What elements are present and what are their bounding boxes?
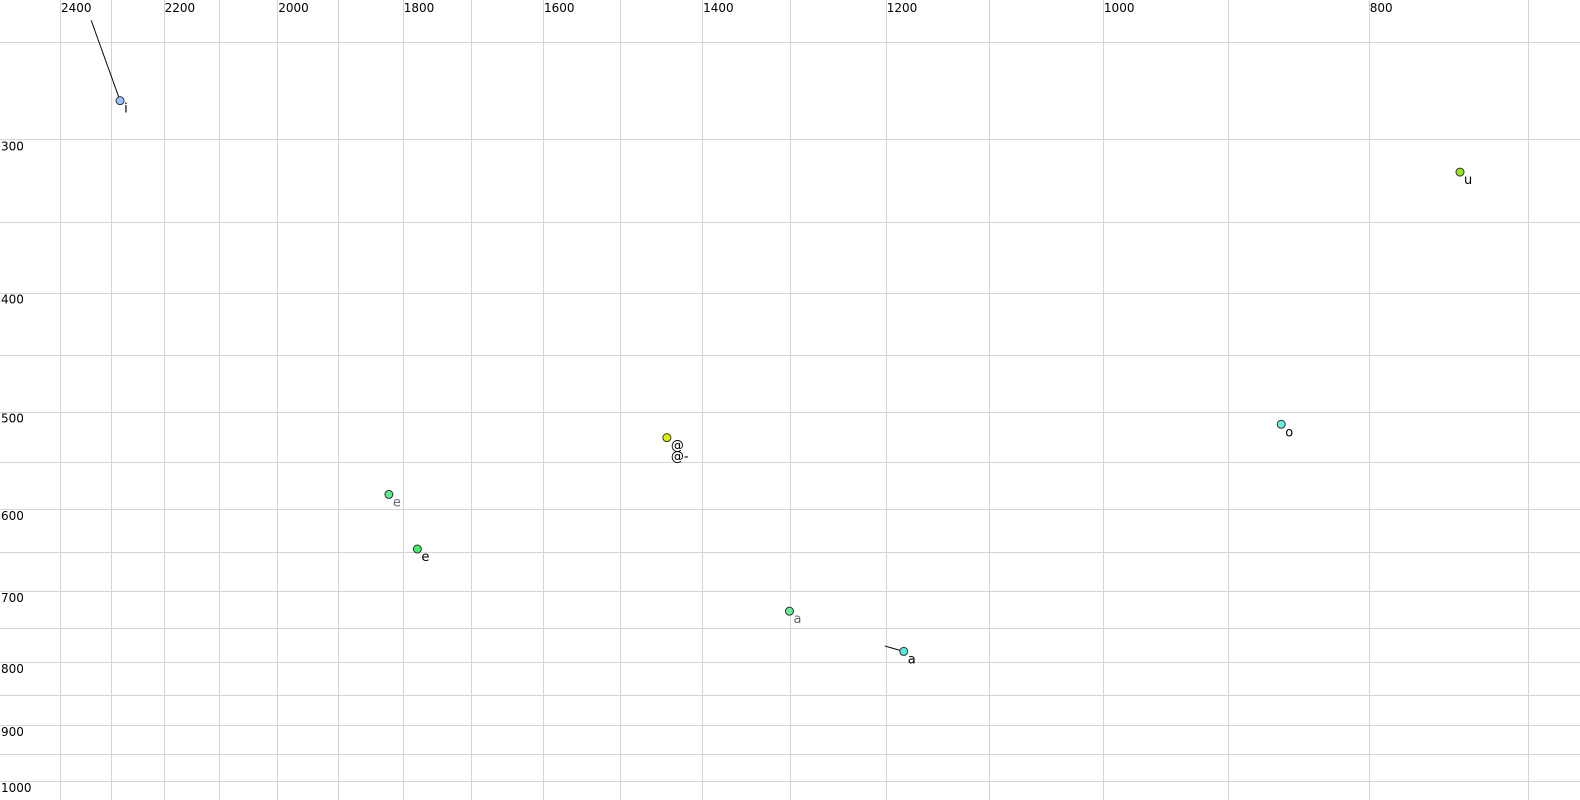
- data-point: [412, 544, 422, 554]
- data-points: i u o @@- e e a a: [90, 20, 1472, 667]
- x-tick-label: 1400: [703, 1, 734, 15]
- data-point: [1276, 419, 1286, 429]
- y-tick-label: 800: [1, 662, 24, 676]
- y-tick-label: 300: [1, 139, 24, 153]
- x-tick-label: 800: [1370, 1, 1393, 15]
- point-label: @: [671, 439, 684, 454]
- data-point: [662, 433, 672, 443]
- y-tick-label: 700: [1, 591, 24, 605]
- data-point: [115, 96, 125, 106]
- point-label: o: [1285, 425, 1293, 440]
- point-label: a: [793, 612, 801, 627]
- y-tick-label: 1000: [1, 781, 32, 795]
- tick-labels: 2400 2200 2000 1800 1600 1400 1200 1000 800 300 40…: [1, 1, 1393, 795]
- data-point: [784, 606, 794, 616]
- x-tick-label: 1800: [404, 1, 435, 15]
- point-label: u: [1464, 173, 1472, 188]
- point-label: i: [124, 102, 128, 117]
- y-tick-label: 500: [1, 412, 24, 426]
- x-tick-label: 1600: [544, 1, 575, 15]
- point-label: @-: [671, 450, 689, 465]
- point-label: a: [908, 652, 916, 667]
- x-tick-label: 2200: [165, 1, 196, 15]
- x-tick-label: 2000: [278, 1, 309, 15]
- y-tick-label: 900: [1, 725, 24, 739]
- x-tick-label: 1200: [887, 1, 918, 15]
- point-label: e: [393, 495, 401, 510]
- y-tick-label: 600: [1, 509, 24, 523]
- formant-trajectory: [90, 20, 121, 101]
- x-tick-label: 2400: [61, 1, 92, 15]
- point-label: e: [421, 550, 429, 565]
- y-tick-label: 400: [1, 293, 24, 307]
- data-point: [384, 489, 394, 499]
- data-point: [899, 646, 909, 656]
- data-point: [1455, 167, 1465, 177]
- x-tick-label: 1000: [1104, 1, 1135, 15]
